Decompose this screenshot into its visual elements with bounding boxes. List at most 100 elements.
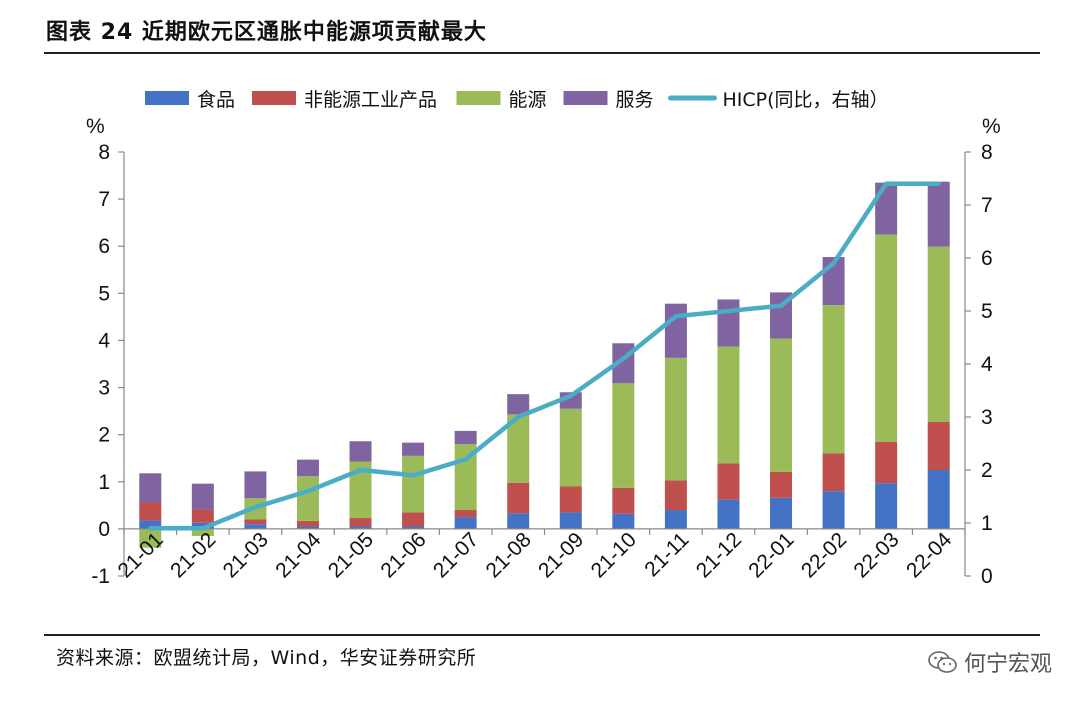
bar-energy <box>191 528 214 536</box>
legend-label: 能源 <box>509 89 547 111</box>
legend-label: 服务 <box>616 89 654 111</box>
legend-swatch-2 <box>252 91 296 105</box>
bar-energy <box>559 408 582 487</box>
right-tick-label: 4 <box>981 353 993 376</box>
bar-services <box>402 442 425 456</box>
wechat-icon <box>928 651 957 673</box>
right-tick-label: 0 <box>981 565 993 588</box>
left-tick-label: 6 <box>98 235 110 258</box>
bar-industrial <box>927 421 950 470</box>
bar-industrial <box>559 486 582 513</box>
bar-services <box>454 430 477 445</box>
left-tick-label: 7 <box>98 188 110 211</box>
watermark-text: 何宁宏观 <box>963 652 1052 677</box>
right-tick-label: 2 <box>981 459 993 482</box>
bar-services <box>507 394 530 415</box>
bar-industrial <box>454 510 477 518</box>
right-tick-label: 7 <box>981 194 993 217</box>
bar-services <box>664 303 687 358</box>
bar-energy <box>875 234 898 442</box>
left-axis-unit: % <box>86 115 105 138</box>
bar-energy <box>770 338 793 472</box>
legend: 食品 非能源工业产品 能源 服务 HICP(同比，右轴） <box>145 89 889 111</box>
bar-services <box>875 182 898 235</box>
bar-energy <box>507 414 530 483</box>
legend-swatch-3 <box>456 91 501 105</box>
bar-food <box>402 526 425 529</box>
bar-food <box>349 526 372 529</box>
bar-food <box>244 524 267 529</box>
right-axis-unit: % <box>982 115 1001 138</box>
bar-industrial <box>875 441 898 484</box>
right-tick-label: 6 <box>981 247 993 270</box>
x-tick-label: 22-01 <box>744 528 798 582</box>
bar-energy <box>664 357 687 481</box>
left-tick-label: 3 <box>98 377 110 400</box>
bar-industrial <box>139 502 162 521</box>
source-note: 资料来源：欧盟统计局，Wind，华安证券研究所 <box>56 647 477 669</box>
left-tick-label: 1 <box>98 471 110 494</box>
bar-industrial <box>770 471 793 498</box>
left-tick-label: 2 <box>98 424 110 447</box>
bar-services <box>349 441 372 462</box>
bar-food <box>296 526 319 529</box>
left-tick-label: -1 <box>91 565 110 588</box>
bar-food <box>822 491 845 529</box>
bar-energy <box>402 455 425 513</box>
bar-services <box>296 459 319 477</box>
bar-energy <box>612 383 635 488</box>
legend-swatch-4 <box>563 91 608 105</box>
x-tick-label: 21-08 <box>482 528 536 582</box>
legend-label: 非能源工业产品 <box>304 89 437 111</box>
x-tick-label: 21-06 <box>376 528 430 582</box>
left-tick-label: 4 <box>98 329 110 352</box>
bar-energy <box>296 476 319 521</box>
bar-food <box>191 522 214 529</box>
legend-label: 食品 <box>197 89 235 111</box>
bar-services <box>139 473 162 503</box>
x-tick-label: 21-04 <box>271 528 325 582</box>
footer-divider <box>44 634 1040 636</box>
bar-industrial <box>507 482 530 514</box>
left-tick-label: 0 <box>98 518 110 541</box>
bar-services <box>717 299 740 347</box>
x-tick-label: 21-07 <box>429 528 483 582</box>
bar-industrial <box>402 512 425 527</box>
right-tick-label: 1 <box>981 512 993 535</box>
bar-industrial <box>244 519 267 525</box>
x-tick-label: 22-02 <box>797 528 851 582</box>
watermark: 何宁宏观 <box>928 646 1052 678</box>
bar-energy <box>139 528 162 548</box>
x-tick-label: 21-11 <box>640 528 693 581</box>
bar-food <box>664 510 687 529</box>
chart: 食品 非能源工业产品 能源 服务 HICP(同比，右轴）% % -1 0 1 2 3 4 5 6 7 8 0 1 2… <box>86 89 1001 588</box>
bar-food <box>507 513 530 529</box>
bar-energy <box>822 305 845 454</box>
x-tick-label: 21-12 <box>692 528 746 582</box>
right-tick-label: 3 <box>981 406 993 429</box>
x-tick-label: 21-05 <box>324 528 378 582</box>
left-tick-label: 8 <box>98 141 110 164</box>
bar-industrial <box>664 480 687 511</box>
x-tick-label: 21-10 <box>587 528 641 582</box>
bar-industrial <box>717 463 740 500</box>
hicp-line <box>148 181 941 531</box>
bar-industrial <box>822 453 845 492</box>
bar-services <box>927 181 950 247</box>
x-tick-label: 21-03 <box>219 528 273 582</box>
bar-industrial <box>349 518 372 527</box>
x-tick-label: 21-02 <box>166 528 220 582</box>
bar-industrial <box>612 487 635 514</box>
bar-energy <box>349 461 372 519</box>
chart-title: 图表 24 近期欧元区通胀中能源项贡献最大 <box>46 20 487 45</box>
right-tick-label: 8 <box>981 141 993 164</box>
bar-food <box>454 517 477 529</box>
legend-swatch-1 <box>145 91 189 105</box>
x-tick-label: 22-03 <box>849 528 903 582</box>
x-tick-label: 21-09 <box>534 528 588 582</box>
bar-services <box>244 471 267 499</box>
bar-food <box>770 497 793 529</box>
bar-food <box>139 520 162 529</box>
legend-label: HICP(同比，右轴） <box>723 89 889 111</box>
title-divider <box>44 52 1040 54</box>
